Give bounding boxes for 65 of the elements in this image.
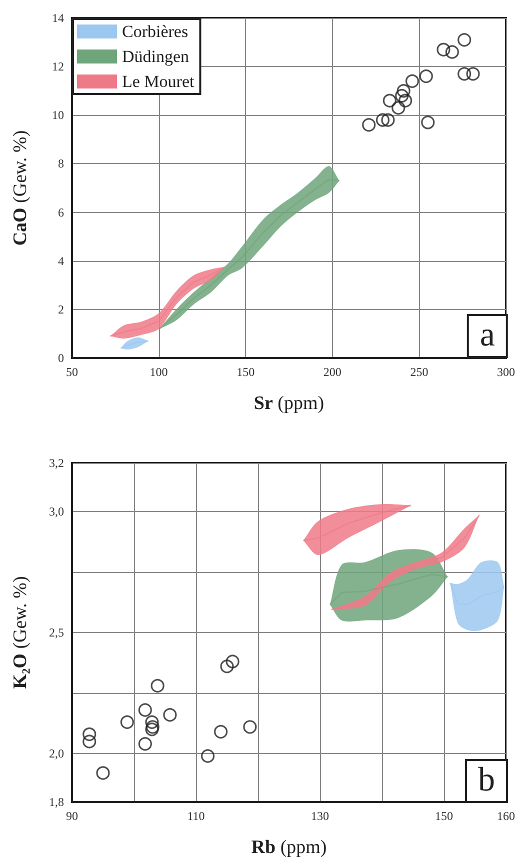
point: [243, 720, 257, 734]
x-tick-label: 200: [323, 365, 342, 379]
point: [458, 67, 472, 81]
x-tick-label: 50: [66, 365, 78, 379]
legend-label: Corbières: [122, 22, 188, 41]
point: [421, 116, 435, 130]
point: [405, 74, 420, 88]
y-tick-label: 2,0: [49, 746, 64, 761]
x-tick-label: 160: [497, 809, 515, 823]
point: [214, 724, 228, 739]
point: [362, 118, 376, 132]
point: [82, 727, 96, 741]
x-tick-label: 150: [236, 365, 255, 379]
point: [200, 749, 215, 763]
y-tick-label: 14: [52, 11, 64, 25]
annotation: a: [480, 316, 496, 354]
legend-label: Düdingen: [122, 47, 190, 66]
point: [392, 101, 406, 115]
point: [376, 113, 390, 127]
x-axis-title: Sr (ppm): [254, 393, 324, 414]
point: [138, 737, 152, 751]
x-tick-label: 100: [150, 365, 168, 379]
point: [120, 715, 134, 729]
x-tick-label: 150: [435, 809, 453, 823]
x-tick-label: 90: [66, 809, 78, 823]
point: [458, 33, 472, 47]
point: [138, 703, 152, 717]
y-tick-label: 4: [58, 254, 64, 268]
y-tick-label: 8: [58, 156, 64, 171]
point: [395, 88, 409, 103]
point: [419, 69, 433, 84]
y-axis-title: K₂O (Gew. %): [10, 576, 31, 689]
x-axis-title: Rb (ppm): [251, 837, 327, 858]
y-tick-label: 3,2: [49, 456, 64, 470]
x-tick-label: 110: [187, 809, 205, 823]
point: [220, 660, 234, 674]
point: [396, 84, 410, 98]
point: [82, 734, 96, 748]
point: [163, 708, 177, 722]
y-tick-label: 6: [58, 205, 64, 220]
point: [381, 113, 395, 127]
y-tick-label: 10: [52, 108, 64, 122]
point: [382, 94, 396, 108]
y-tick-label: 2,5: [49, 626, 64, 640]
y-tick-label: 12: [52, 60, 64, 74]
point: [398, 94, 412, 108]
point: [96, 766, 110, 780]
point: [226, 654, 240, 668]
point: [150, 678, 164, 693]
point: [436, 42, 450, 56]
point: [146, 720, 160, 734]
y-tick-label: 2: [58, 302, 64, 316]
point: [445, 45, 459, 59]
y-tick-label: 3,0: [49, 504, 64, 518]
x-tick-label: 130: [311, 809, 329, 823]
legend-label: Le Mouret: [122, 72, 194, 91]
point: [145, 722, 159, 736]
point: [145, 715, 159, 729]
annotation: b: [478, 762, 495, 798]
x-tick-label: 300: [497, 365, 515, 379]
y-tick-label: 1,8: [49, 795, 64, 809]
x-tick-label: 250: [410, 365, 428, 379]
point: [466, 67, 480, 81]
y-tick-label: 0: [58, 351, 64, 365]
y-axis-title: CaO (Gew. %): [10, 130, 31, 246]
